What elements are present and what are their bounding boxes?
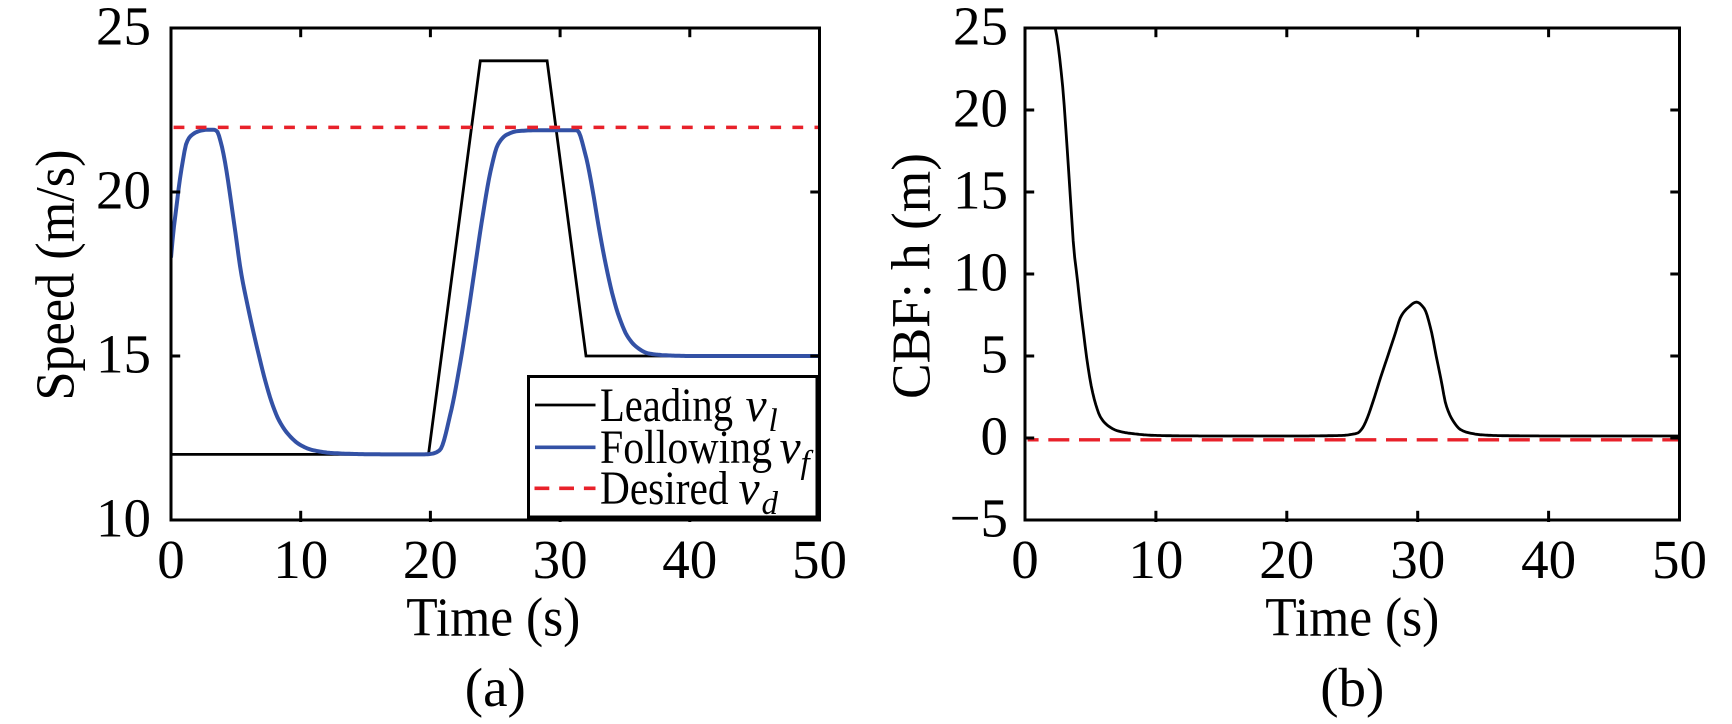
svg-text:20: 20 xyxy=(403,529,458,590)
svg-text:Time (s): Time (s) xyxy=(1265,587,1439,648)
svg-text:0: 0 xyxy=(157,529,185,590)
svg-text:25: 25 xyxy=(96,0,151,57)
svg-text:d: d xyxy=(762,486,779,522)
svg-text:(a): (a) xyxy=(465,657,526,718)
svg-text:Desired: Desired xyxy=(600,463,729,515)
svg-text:40: 40 xyxy=(662,529,717,590)
svg-text:Speed (m/s): Speed (m/s) xyxy=(25,150,86,401)
svg-text:v: v xyxy=(739,463,761,515)
svg-text:10: 10 xyxy=(1128,529,1183,590)
svg-text:10: 10 xyxy=(273,529,328,590)
svg-text:20: 20 xyxy=(96,160,151,221)
svg-text:15: 15 xyxy=(96,324,151,385)
svg-text:l: l xyxy=(769,403,778,439)
svg-text:30: 30 xyxy=(1390,529,1445,590)
svg-text:(b): (b) xyxy=(1320,657,1384,718)
svg-text:10: 10 xyxy=(953,242,1008,303)
svg-text:15: 15 xyxy=(953,160,1008,221)
svg-text:v: v xyxy=(746,380,768,432)
svg-text:30: 30 xyxy=(533,529,588,590)
svg-text:0: 0 xyxy=(981,406,1009,467)
svg-text:50: 50 xyxy=(1652,529,1707,590)
svg-text:CBF: h (m): CBF: h (m) xyxy=(881,153,942,399)
svg-text:−5: −5 xyxy=(949,488,1008,549)
svg-text:20: 20 xyxy=(953,78,1008,139)
svg-text:50: 50 xyxy=(792,529,847,590)
svg-text:Time (s): Time (s) xyxy=(406,587,580,648)
svg-text:v: v xyxy=(780,422,802,474)
svg-text:20: 20 xyxy=(1259,529,1314,590)
svg-text:5: 5 xyxy=(981,324,1009,385)
svg-text:0: 0 xyxy=(1011,529,1039,590)
svg-text:Following: Following xyxy=(600,422,772,474)
svg-text:25: 25 xyxy=(953,0,1008,57)
svg-text:40: 40 xyxy=(1521,529,1576,590)
svg-text:Leading: Leading xyxy=(600,380,733,432)
svg-text:10: 10 xyxy=(96,488,151,549)
